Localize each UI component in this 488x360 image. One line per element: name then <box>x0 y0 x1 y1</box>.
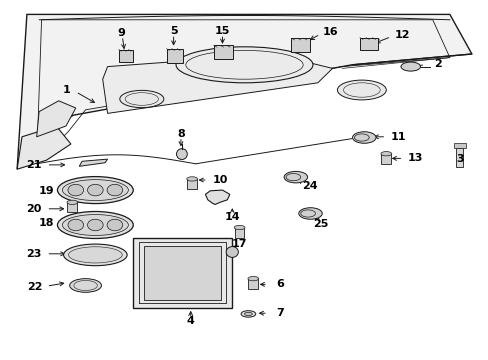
Ellipse shape <box>63 244 127 266</box>
Circle shape <box>68 184 83 196</box>
Bar <box>119 49 133 62</box>
Text: 8: 8 <box>177 129 184 139</box>
Text: 19: 19 <box>39 186 54 196</box>
Text: 10: 10 <box>212 175 227 185</box>
Ellipse shape <box>58 211 133 238</box>
Text: 20: 20 <box>26 204 42 214</box>
Bar <box>455 148 462 167</box>
Bar <box>234 228 244 238</box>
Polygon shape <box>37 101 76 137</box>
Polygon shape <box>79 159 107 166</box>
Text: 6: 6 <box>276 279 284 289</box>
Ellipse shape <box>352 132 375 143</box>
Ellipse shape <box>234 225 244 230</box>
Text: 11: 11 <box>390 132 406 142</box>
Bar <box>213 45 233 59</box>
Text: 25: 25 <box>313 219 328 229</box>
Ellipse shape <box>62 180 128 201</box>
Ellipse shape <box>67 200 78 204</box>
Ellipse shape <box>176 149 187 159</box>
Ellipse shape <box>225 247 238 257</box>
Circle shape <box>107 219 122 231</box>
Text: 14: 14 <box>224 212 240 222</box>
Text: 5: 5 <box>169 26 177 36</box>
Circle shape <box>107 184 122 196</box>
Polygon shape <box>17 126 71 169</box>
Text: 17: 17 <box>231 239 247 249</box>
Ellipse shape <box>58 177 133 204</box>
Text: 12: 12 <box>393 30 409 40</box>
Bar <box>187 179 197 189</box>
Text: 3: 3 <box>455 154 463 165</box>
Bar <box>291 38 309 52</box>
Text: 21: 21 <box>26 160 42 170</box>
Ellipse shape <box>400 62 420 71</box>
Ellipse shape <box>244 312 252 315</box>
Ellipse shape <box>247 276 258 281</box>
Text: 1: 1 <box>62 85 70 95</box>
Ellipse shape <box>69 279 102 292</box>
Text: 22: 22 <box>27 282 42 292</box>
Ellipse shape <box>68 247 122 263</box>
Text: 13: 13 <box>407 153 423 163</box>
Bar <box>359 37 378 50</box>
Bar <box>381 154 390 164</box>
Ellipse shape <box>284 171 307 183</box>
Text: 4: 4 <box>186 316 194 327</box>
Text: 15: 15 <box>214 26 230 36</box>
Ellipse shape <box>380 152 391 156</box>
Bar <box>67 202 77 212</box>
Polygon shape <box>144 246 221 300</box>
Text: 9: 9 <box>117 28 124 38</box>
Polygon shape <box>205 190 229 204</box>
Bar <box>166 49 182 63</box>
Circle shape <box>68 219 83 231</box>
Text: 16: 16 <box>322 27 337 37</box>
Circle shape <box>87 219 103 231</box>
Polygon shape <box>17 14 471 169</box>
Text: 23: 23 <box>26 249 42 259</box>
Ellipse shape <box>62 215 128 235</box>
Ellipse shape <box>241 311 255 317</box>
Ellipse shape <box>176 47 312 83</box>
Polygon shape <box>102 59 332 113</box>
Ellipse shape <box>298 208 322 219</box>
Ellipse shape <box>337 80 386 100</box>
Bar <box>453 143 465 148</box>
Bar <box>248 279 258 289</box>
Circle shape <box>87 184 103 196</box>
Text: 24: 24 <box>301 181 317 191</box>
Text: 2: 2 <box>433 59 441 69</box>
Text: 18: 18 <box>39 218 54 228</box>
Text: 7: 7 <box>276 308 284 318</box>
Ellipse shape <box>186 177 197 181</box>
Ellipse shape <box>120 90 163 108</box>
Polygon shape <box>133 238 232 308</box>
